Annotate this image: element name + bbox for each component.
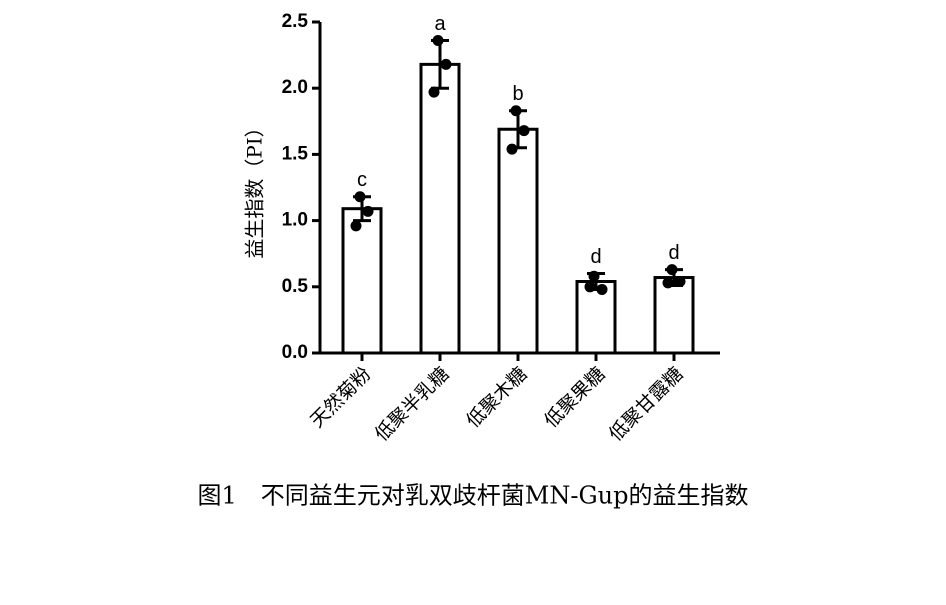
y-axis-label: 益生指数（PI） [243, 117, 267, 258]
bar [419, 62, 461, 355]
data-point [584, 281, 596, 293]
y-tick-label: 1.5 [282, 143, 309, 164]
data-point [506, 143, 518, 155]
data-point [518, 125, 530, 137]
caption: 图1 不同益生元对乳双歧杆菌MN-Gup的益生指数 [198, 482, 749, 510]
bar [653, 276, 695, 355]
y-tick-label: 0.0 [282, 342, 308, 363]
significance-letter: c [357, 169, 367, 191]
x-tick-label: 天然菊粉 [306, 363, 375, 432]
data-point [510, 105, 522, 117]
x-tick-label: 低聚木糖 [462, 363, 531, 432]
significance-letter: d [668, 242, 679, 264]
data-point [588, 270, 600, 282]
data-point [666, 264, 678, 276]
data-point [662, 277, 674, 289]
x-tick-label: 低聚半乳糖 [371, 363, 454, 446]
y-tick-label: 2.5 [282, 11, 309, 32]
significance-letter: b [512, 83, 523, 105]
y-tick-label: 1.0 [282, 210, 308, 231]
data-point [596, 283, 608, 295]
data-point [674, 276, 686, 288]
x-tick-label: 低聚甘露糖 [605, 363, 688, 446]
data-point [440, 58, 452, 70]
bar [341, 207, 383, 355]
significance-letter: a [434, 13, 446, 35]
data-point [362, 205, 374, 217]
data-point [432, 35, 444, 47]
significance-letter: d [590, 246, 601, 268]
y-tick-label: 2.0 [282, 77, 308, 98]
data-point [428, 86, 440, 98]
bar [497, 127, 539, 355]
data-point [354, 191, 366, 203]
bar [575, 280, 617, 355]
y-tick-label: 0.5 [282, 276, 309, 297]
x-tick-label: 低聚果糖 [540, 363, 609, 432]
data-point [350, 220, 362, 232]
